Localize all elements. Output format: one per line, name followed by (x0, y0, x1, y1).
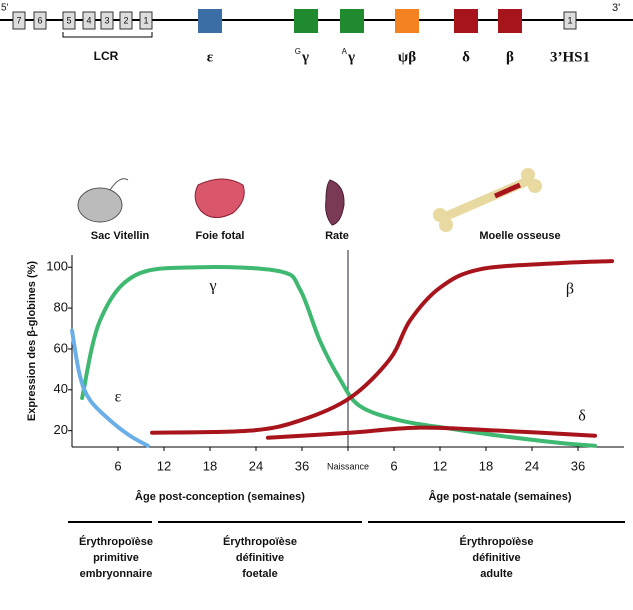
curve (80, 265, 598, 448)
x-tick-label: 6 (114, 458, 121, 473)
series-label: ε (115, 389, 122, 406)
lcr-label: LCR (94, 49, 119, 63)
gene-box (198, 9, 222, 33)
gene-label: γ (301, 49, 309, 65)
series-label: γ (208, 278, 216, 295)
gene-label: β (506, 49, 514, 65)
phase-label: primitive (93, 552, 139, 564)
x-tick-label: 6 (390, 458, 397, 473)
spleen-icon (325, 179, 345, 226)
phase-label: foetale (242, 568, 277, 580)
gene-box (395, 9, 419, 33)
five-prime: 5' (1, 3, 9, 14)
gene-label: γ (347, 49, 355, 65)
organ-label: Sac Vitellin (91, 230, 150, 242)
series-label: δ (578, 408, 586, 425)
phase-label: Érythropoïèse (460, 535, 534, 548)
organ-label: Foie fotal (196, 230, 245, 242)
x-axis-label: Âge post-conception (semaines) (135, 490, 305, 503)
yolk-sac-icon (77, 178, 129, 223)
curve (150, 259, 615, 435)
gene-box (498, 9, 522, 33)
hs-box-label: 7 (16, 15, 21, 25)
phase-label: Érythropoïèse (79, 535, 153, 548)
gene-superscript: G (295, 47, 301, 56)
hs-box (563, 11, 577, 30)
hs-box (82, 11, 96, 30)
bone-icon (433, 168, 542, 232)
y-tick-label: 40 (54, 381, 68, 396)
hs-box (119, 11, 133, 30)
y-tick-label: 60 (54, 340, 68, 355)
x-tick-label: 12 (157, 458, 171, 473)
lcr-bracket (62, 32, 153, 38)
hs-box-label: 1 (567, 15, 572, 25)
x-tick-label: 24 (249, 458, 263, 473)
gene-label: ε (207, 49, 214, 65)
hs-label: 3’HS1 (550, 49, 590, 65)
hs-box-label: 1 (143, 15, 148, 25)
hs-box (62, 11, 76, 30)
hs-box-label: 5 (66, 15, 71, 25)
x-tick-label: 36 (295, 458, 309, 473)
x-tick-label: 18 (203, 458, 217, 473)
hs-box-label: 3 (104, 15, 109, 25)
gene-superscript: A (342, 47, 348, 56)
series-label: β (566, 281, 574, 298)
y-tick-label: 20 (54, 422, 68, 437)
gene-label: δ (462, 49, 470, 65)
phase-label: définitive (236, 552, 284, 564)
y-tick-label: 100 (46, 259, 68, 274)
y-tick-label: 80 (54, 300, 68, 315)
gene-box (294, 9, 318, 33)
curve (265, 425, 598, 440)
y-axis-label: Expression des β-globines (%) (26, 261, 38, 421)
phase-label: Érythropoïèse (223, 535, 297, 548)
gene-label: ψβ (398, 49, 416, 65)
gene-box (340, 9, 364, 33)
hs-box (100, 11, 114, 30)
phase-label: embryonnaire (80, 568, 153, 580)
hs-box-label: 2 (123, 15, 128, 25)
x-axis-label: Âge post-natale (semaines) (428, 490, 571, 503)
three-prime: 3' (612, 2, 620, 14)
hs-box (12, 11, 26, 30)
organ-label: Rate (325, 230, 349, 242)
x-tick-label: 36 (571, 458, 585, 473)
hs-box (139, 11, 153, 30)
x-tick-label: Naissance (327, 461, 369, 471)
hs-box (33, 11, 47, 30)
gene-box (454, 9, 478, 33)
x-tick-label: 18 (479, 458, 493, 473)
x-tick-label: 12 (433, 458, 447, 473)
phase-label: définitive (472, 552, 520, 564)
liver-icon (194, 178, 245, 218)
phase-label: adulte (480, 568, 512, 580)
hs-box-label: 4 (86, 15, 91, 25)
curve (70, 328, 150, 448)
organ-label: Moelle osseuse (479, 230, 560, 242)
x-tick-label: 24 (525, 458, 539, 473)
hs-box-label: 6 (37, 15, 42, 25)
